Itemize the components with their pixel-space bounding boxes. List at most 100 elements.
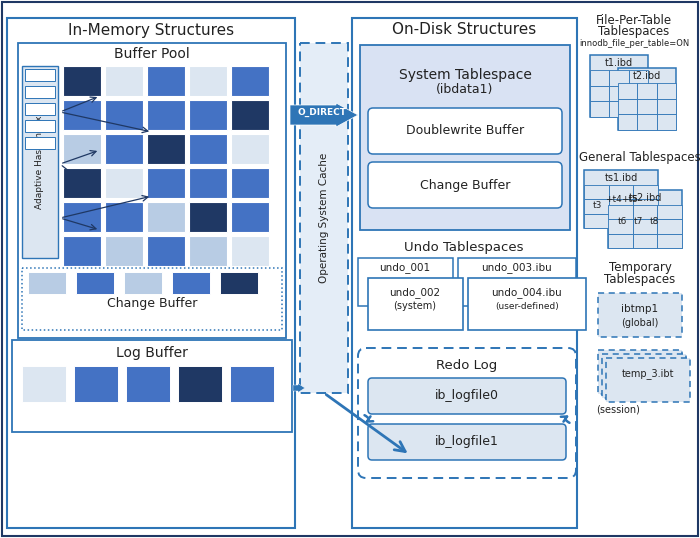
Bar: [352, 18, 577, 528]
Bar: [25, 69, 55, 81]
Bar: [231, 66, 269, 96]
Text: Log Buffer: Log Buffer: [116, 346, 188, 360]
Bar: [657, 83, 676, 98]
Text: Doublewrite Buffer: Doublewrite Buffer: [406, 124, 524, 138]
Text: (system): (system): [393, 301, 437, 311]
Bar: [7, 18, 295, 528]
Bar: [105, 100, 143, 130]
Bar: [76, 272, 114, 294]
Bar: [598, 293, 682, 337]
Bar: [25, 137, 55, 149]
Text: temp_2.ibt: temp_2.ibt: [617, 365, 671, 376]
Bar: [230, 366, 274, 402]
Text: ibtmp1: ibtmp1: [622, 304, 659, 314]
Bar: [22, 268, 282, 330]
Bar: [598, 350, 682, 394]
Bar: [608, 205, 633, 220]
FancyBboxPatch shape: [368, 424, 566, 460]
Bar: [231, 202, 269, 232]
Text: (user-defined): (user-defined): [495, 301, 559, 310]
Text: Undo Tablespaces: Undo Tablespaces: [405, 242, 524, 254]
Bar: [220, 272, 258, 294]
Text: On-Disk Structures: On-Disk Structures: [392, 23, 536, 38]
Text: In-Memory Structures: In-Memory Structures: [68, 23, 234, 38]
Text: File-Per-Table: File-Per-Table: [596, 13, 672, 26]
Text: temp_3.ibt: temp_3.ibt: [622, 369, 674, 379]
Bar: [189, 134, 227, 164]
Bar: [657, 205, 682, 220]
Bar: [606, 358, 690, 402]
Bar: [231, 100, 269, 130]
Bar: [189, 66, 227, 96]
Bar: [25, 103, 55, 115]
Bar: [63, 66, 101, 96]
Bar: [231, 134, 269, 164]
Bar: [105, 236, 143, 266]
Bar: [105, 66, 143, 96]
FancyArrow shape: [290, 103, 358, 127]
FancyBboxPatch shape: [368, 378, 566, 414]
FancyBboxPatch shape: [368, 162, 562, 208]
Bar: [633, 233, 657, 248]
Bar: [63, 134, 101, 164]
Bar: [124, 272, 162, 294]
Text: General Tablespaces: General Tablespaces: [579, 152, 700, 165]
Text: +t4: +t4: [605, 195, 622, 204]
Bar: [590, 86, 609, 101]
Bar: [657, 115, 676, 130]
Bar: [618, 68, 676, 130]
Bar: [637, 98, 657, 115]
Bar: [189, 168, 227, 198]
Bar: [609, 214, 634, 228]
Bar: [12, 340, 292, 432]
Bar: [368, 278, 463, 330]
Bar: [584, 185, 609, 200]
Bar: [147, 236, 185, 266]
Text: undo_001: undo_001: [379, 263, 430, 273]
FancyArrow shape: [293, 384, 305, 393]
Bar: [172, 272, 210, 294]
Text: t7: t7: [634, 217, 643, 226]
Bar: [105, 168, 143, 198]
Text: undo_002: undo_002: [389, 287, 440, 299]
Bar: [608, 233, 633, 248]
Bar: [657, 233, 682, 248]
Bar: [633, 220, 657, 233]
Bar: [300, 43, 348, 393]
Text: temp_1.ibt: temp_1.ibt: [614, 360, 666, 371]
Text: ts1.ibd: ts1.ibd: [604, 173, 638, 183]
Text: innodb_file_per_table=ON: innodb_file_per_table=ON: [579, 39, 689, 48]
Bar: [189, 236, 227, 266]
Bar: [629, 101, 648, 117]
Bar: [468, 278, 586, 330]
Bar: [609, 86, 629, 101]
Text: t8: t8: [650, 217, 659, 226]
Bar: [189, 202, 227, 232]
Text: Change Buffer: Change Buffer: [107, 298, 197, 310]
Bar: [189, 100, 227, 130]
FancyBboxPatch shape: [358, 348, 576, 478]
Bar: [634, 200, 658, 214]
Text: undo_003.ibu: undo_003.ibu: [482, 263, 552, 273]
Text: ib_logfile1: ib_logfile1: [435, 435, 499, 449]
Bar: [633, 205, 657, 220]
Bar: [590, 55, 648, 117]
Bar: [63, 202, 101, 232]
Text: O_DIRECT: O_DIRECT: [298, 108, 346, 117]
Bar: [105, 134, 143, 164]
Bar: [584, 214, 609, 228]
Bar: [634, 214, 658, 228]
Bar: [590, 101, 609, 117]
Bar: [231, 236, 269, 266]
Bar: [609, 101, 629, 117]
Bar: [637, 83, 657, 98]
Text: Change Buffer: Change Buffer: [420, 179, 510, 192]
Text: Temporary: Temporary: [608, 261, 671, 274]
Bar: [178, 366, 222, 402]
Text: Buffer Pool: Buffer Pool: [114, 47, 190, 61]
Text: Adaptive Hash Index: Adaptive Hash Index: [36, 115, 45, 209]
Text: Redo Log: Redo Log: [436, 358, 498, 372]
Bar: [618, 98, 637, 115]
Text: Tablespaces: Tablespaces: [604, 273, 676, 287]
Bar: [22, 366, 66, 402]
